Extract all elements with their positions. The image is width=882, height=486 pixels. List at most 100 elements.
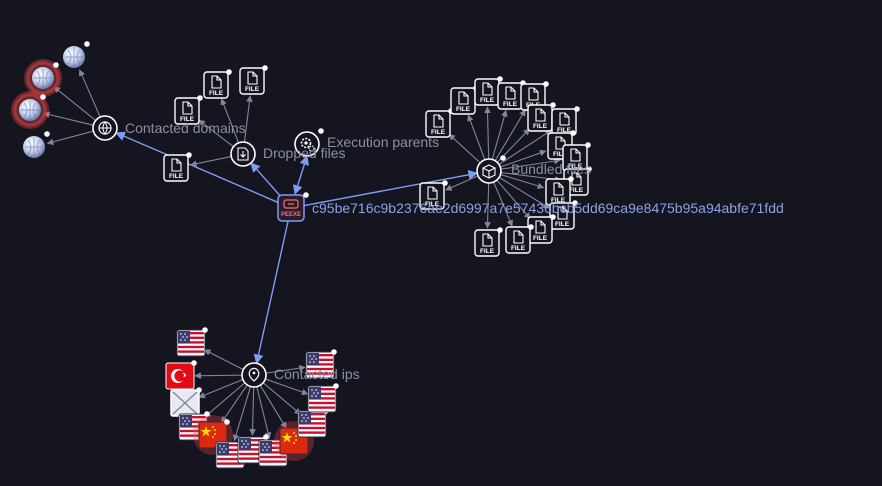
node-status-dot — [497, 76, 503, 82]
file-node[interactable]: FILE — [419, 182, 445, 210]
file-icon — [571, 172, 582, 186]
edge-to-execution-parents — [292, 155, 310, 195]
contacted-domains-hub[interactable] — [92, 115, 118, 141]
domain-node[interactable] — [24, 59, 62, 97]
file-node-label: FILE — [456, 106, 471, 113]
executable-icon — [283, 199, 299, 209]
file-node[interactable]: FILE — [527, 104, 553, 132]
us-flag-icon — [297, 410, 327, 438]
edge-domain — [42, 111, 96, 127]
ip-node[interactable] — [170, 389, 200, 417]
node-status-dot — [570, 130, 576, 136]
globe-icon — [23, 136, 45, 158]
file-node[interactable]: FILE — [425, 110, 451, 138]
file-node[interactable]: FILE — [497, 82, 523, 110]
contacted-domains-label: Contacted domains — [125, 120, 246, 136]
edge-ip — [203, 381, 247, 418]
node-status-dot — [528, 224, 534, 230]
file-icon — [433, 114, 444, 128]
file-node[interactable]: FILE — [527, 216, 553, 244]
download-file-icon — [237, 147, 249, 161]
execution-parents-hub[interactable] — [294, 131, 320, 157]
file-node[interactable]: FILE — [505, 226, 531, 254]
edge-bundled-file — [467, 114, 487, 162]
ip-node[interactable] — [165, 362, 195, 390]
node-status-dot — [568, 176, 574, 182]
node-status-dot — [497, 227, 503, 233]
edge-bundled-file — [448, 133, 483, 165]
node-status-dot — [543, 81, 549, 87]
ip-node[interactable] — [297, 410, 327, 438]
bundled-files-dot — [500, 155, 506, 161]
file-icon — [528, 87, 539, 101]
node-status-dot — [333, 383, 339, 389]
file-icon — [482, 82, 493, 96]
file-node[interactable]: FILE — [474, 229, 500, 257]
dropped-files-label: Dropped files — [263, 145, 346, 161]
node-status-dot — [44, 131, 50, 137]
file-node-label: FILE — [569, 187, 584, 194]
file-hash-label[interactable]: c95be716c9b2376ae2d6997a7e57436bcb5dd69c… — [312, 200, 784, 216]
domain-node[interactable] — [23, 136, 45, 158]
file-node[interactable]: FILE — [163, 154, 189, 182]
edge-bundled-file — [497, 175, 550, 209]
file-node-label: FILE — [503, 101, 518, 108]
file-node-label: FILE — [555, 221, 570, 228]
edge-bundled-file — [484, 106, 491, 162]
unknown-flag-icon — [170, 389, 200, 417]
file-node[interactable]: FILE — [203, 71, 229, 99]
edge-bundled-file — [498, 157, 561, 171]
edge-ip — [203, 349, 246, 371]
edge-ip — [263, 364, 306, 375]
edge-bundled-file — [498, 149, 547, 169]
domain-node[interactable] — [63, 46, 85, 68]
file-node[interactable]: FILE — [474, 78, 500, 106]
globe-icon — [63, 46, 85, 68]
dropped-files-hub[interactable] — [230, 141, 256, 167]
file-node[interactable]: FILE — [174, 97, 200, 125]
node-status-dot — [196, 387, 202, 393]
edge-bundled-file — [445, 174, 481, 191]
file-node[interactable]: FILE — [549, 202, 575, 230]
bundled-files-label: Bundled files — [511, 161, 591, 177]
turkey-flag-icon — [165, 362, 195, 390]
us-flag-icon — [176, 329, 206, 357]
edge-dropped-file — [190, 155, 234, 167]
node-status-dot — [40, 94, 46, 100]
contacted-ips-hub[interactable] — [241, 362, 267, 388]
file-node[interactable]: FILE — [239, 67, 265, 95]
edge-bundled-file — [492, 180, 513, 227]
node-status-dot — [572, 200, 578, 206]
node-status-dot — [262, 65, 268, 71]
edge-ip — [194, 372, 245, 380]
bundled-files-hub[interactable] — [476, 158, 502, 184]
file-node[interactable]: FILE — [450, 87, 476, 115]
file-node-label: FILE — [480, 248, 495, 255]
file-icon — [247, 71, 258, 85]
center-file-node[interactable]: PEEXE — [277, 194, 305, 222]
file-icon — [557, 206, 568, 220]
us-flag-icon — [307, 385, 337, 413]
file-node-label: FILE — [480, 97, 495, 104]
edge-to-bundled-files — [300, 170, 479, 207]
file-icon — [513, 230, 524, 244]
edge-ip — [258, 383, 287, 429]
file-type-badge: PEEXE — [281, 212, 301, 218]
edge-bundled-file — [493, 109, 526, 163]
file-node-label: FILE — [568, 163, 583, 170]
globe-icon — [32, 67, 54, 89]
edge-domain — [53, 86, 98, 123]
domain-node[interactable] — [11, 91, 49, 129]
edge-bundled-file — [497, 129, 552, 166]
file-node-label: FILE — [245, 86, 260, 93]
edge-dropped-file — [198, 119, 236, 149]
node-status-dot — [53, 62, 59, 68]
ip-node[interactable] — [176, 329, 206, 357]
edge-bundled-file — [491, 109, 508, 162]
file-node-label: FILE — [533, 123, 548, 130]
node-status-dot — [186, 152, 192, 158]
ip-node[interactable] — [307, 385, 337, 413]
node-status-dot — [191, 360, 197, 366]
contacted-ips-label: Contacted ips — [274, 366, 360, 382]
